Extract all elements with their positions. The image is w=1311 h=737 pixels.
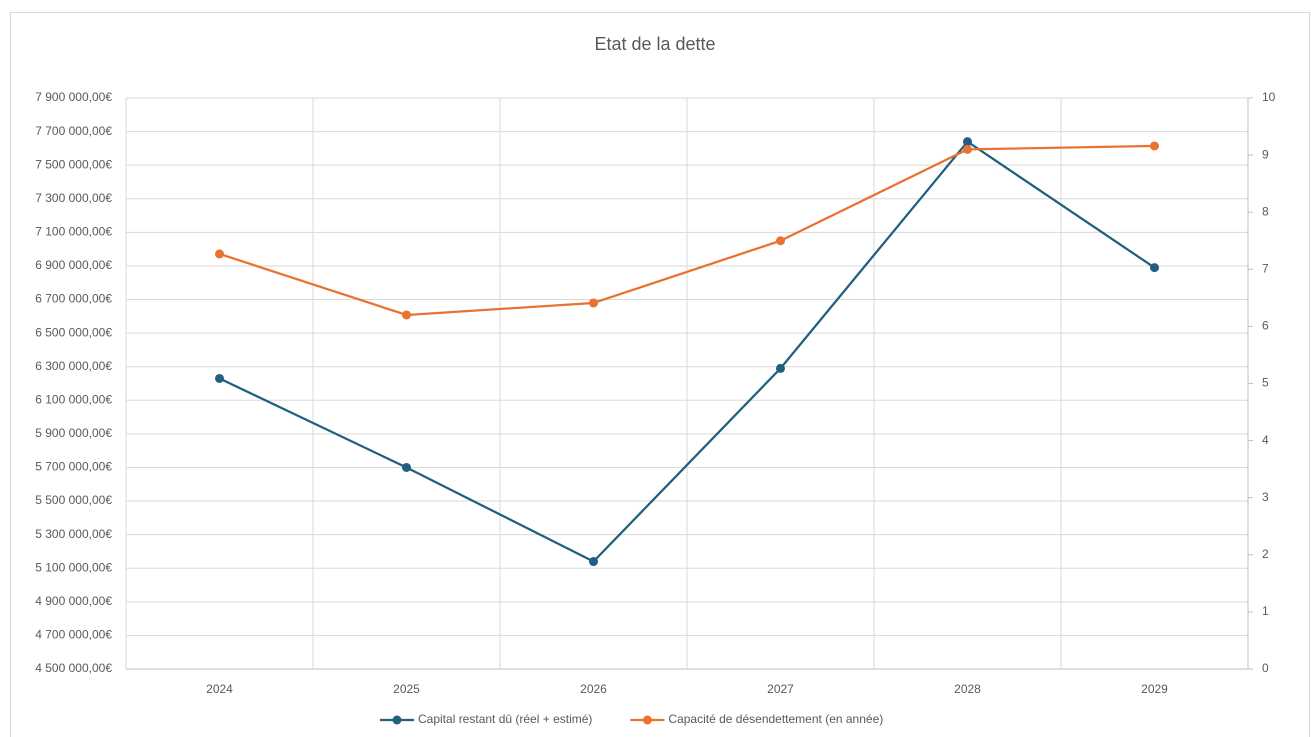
y-tick-label: 6 700 000,00€ [35,292,112,306]
chart-title: Etat de la dette [594,34,715,54]
series-marker [776,363,785,373]
y2-tick-label: 8 [1262,204,1269,218]
series-marker [589,298,598,308]
y2-tick-label: 6 [1262,319,1269,333]
legend-marker [642,715,652,725]
y2-tick-label: 5 [1262,376,1269,390]
y-tick-label: 6 500 000,00€ [35,325,112,339]
y2-tick-label: 10 [1262,90,1276,104]
y-tick-label: 4 900 000,00€ [35,594,112,608]
x-tick-label: 2027 [767,682,794,696]
x-tick-label: 2028 [954,682,981,696]
y-tick-label: 4 500 000,00€ [35,661,112,675]
series-marker [589,557,598,567]
y-tick-label: 7 300 000,00€ [35,191,112,205]
y2-tick-label: 0 [1262,661,1269,675]
x-tick-label: 2026 [580,682,607,696]
y2-tick-label: 2 [1262,547,1269,561]
y-tick-label: 6 300 000,00€ [35,359,112,373]
series-marker [1150,141,1159,151]
y-tick-label: 6 900 000,00€ [35,258,112,272]
y2-tick-label: 4 [1262,433,1269,447]
legend-label: Capacité de désendettement (en année) [668,712,883,726]
legend-label: Capital restant dû (réel + estimé) [418,712,592,726]
series-marker [776,236,785,246]
y-tick-label: 5 300 000,00€ [35,527,112,541]
y-tick-label: 5 500 000,00€ [35,493,112,507]
y-tick-label: 4 700 000,00€ [35,628,112,642]
y2-tick-label: 1 [1262,604,1269,618]
y-tick-label: 7 100 000,00€ [35,225,112,239]
series-marker [402,462,411,472]
y-tick-label: 5 700 000,00€ [35,460,112,474]
x-tick-label: 2029 [1141,682,1168,696]
series-marker [963,144,972,154]
series-line [219,144,1155,317]
y2-tick-label: 7 [1262,261,1269,275]
y-tick-label: 7 700 000,00€ [35,124,112,138]
series-marker [215,249,224,259]
chart-frame [10,12,1310,737]
y-tick-label: 5 900 000,00€ [35,426,112,440]
legend-marker [392,715,402,725]
x-tick-label: 2024 [206,682,233,696]
y-tick-label: 5 100 000,00€ [35,560,112,574]
y-tick-label: 6 100 000,00€ [35,392,112,406]
x-tick-label: 2025 [393,682,420,696]
series-marker [402,310,411,320]
y-tick-label: 7 500 000,00€ [35,157,112,171]
y2-tick-label: 3 [1262,490,1269,504]
series-marker [963,137,972,147]
series-marker [215,373,224,383]
y-tick-label: 7 900 000,00€ [35,90,112,104]
series-marker [1150,263,1159,273]
series-line [219,140,1156,563]
y2-tick-label: 9 [1262,147,1269,161]
